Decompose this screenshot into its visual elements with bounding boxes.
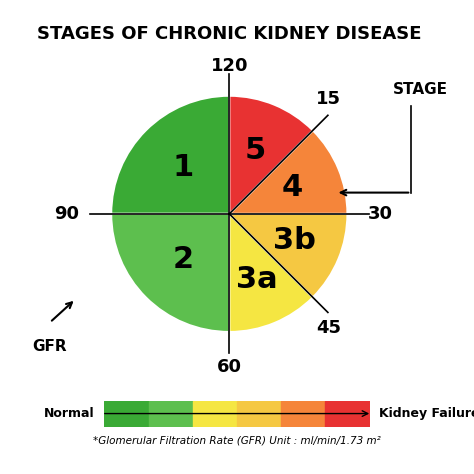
- Text: GFR: GFR: [32, 338, 67, 354]
- Wedge shape: [229, 214, 313, 332]
- Text: 3b: 3b: [273, 227, 316, 255]
- Text: STAGE: STAGE: [393, 82, 448, 97]
- Text: 5: 5: [245, 136, 266, 165]
- Text: *Glomerular Filtration Rate (GFR) Unit : ml/min/1.73 m²: *Glomerular Filtration Rate (GFR) Unit :…: [93, 436, 381, 446]
- Text: 30: 30: [368, 205, 393, 223]
- Text: 45: 45: [316, 319, 341, 337]
- Bar: [326, 401, 370, 427]
- Text: Kidney Failure: Kidney Failure: [379, 407, 474, 420]
- Text: 60: 60: [217, 358, 242, 376]
- Text: 120: 120: [210, 57, 248, 75]
- Bar: [104, 401, 148, 427]
- Wedge shape: [229, 96, 313, 214]
- Text: 15: 15: [316, 90, 341, 108]
- Text: 1: 1: [173, 154, 194, 182]
- Text: 90: 90: [54, 205, 79, 223]
- Wedge shape: [111, 96, 229, 214]
- Text: Normal: Normal: [44, 407, 95, 420]
- Wedge shape: [111, 214, 229, 332]
- Bar: [148, 401, 193, 427]
- Bar: [237, 401, 281, 427]
- Text: 4: 4: [282, 173, 303, 202]
- Text: STAGES OF CHRONIC KIDNEY DISEASE: STAGES OF CHRONIC KIDNEY DISEASE: [37, 25, 421, 43]
- Wedge shape: [229, 214, 347, 297]
- Text: 3a: 3a: [236, 265, 277, 294]
- Bar: [193, 401, 237, 427]
- Bar: [281, 401, 326, 427]
- Wedge shape: [229, 130, 347, 214]
- Text: 2: 2: [173, 246, 194, 274]
